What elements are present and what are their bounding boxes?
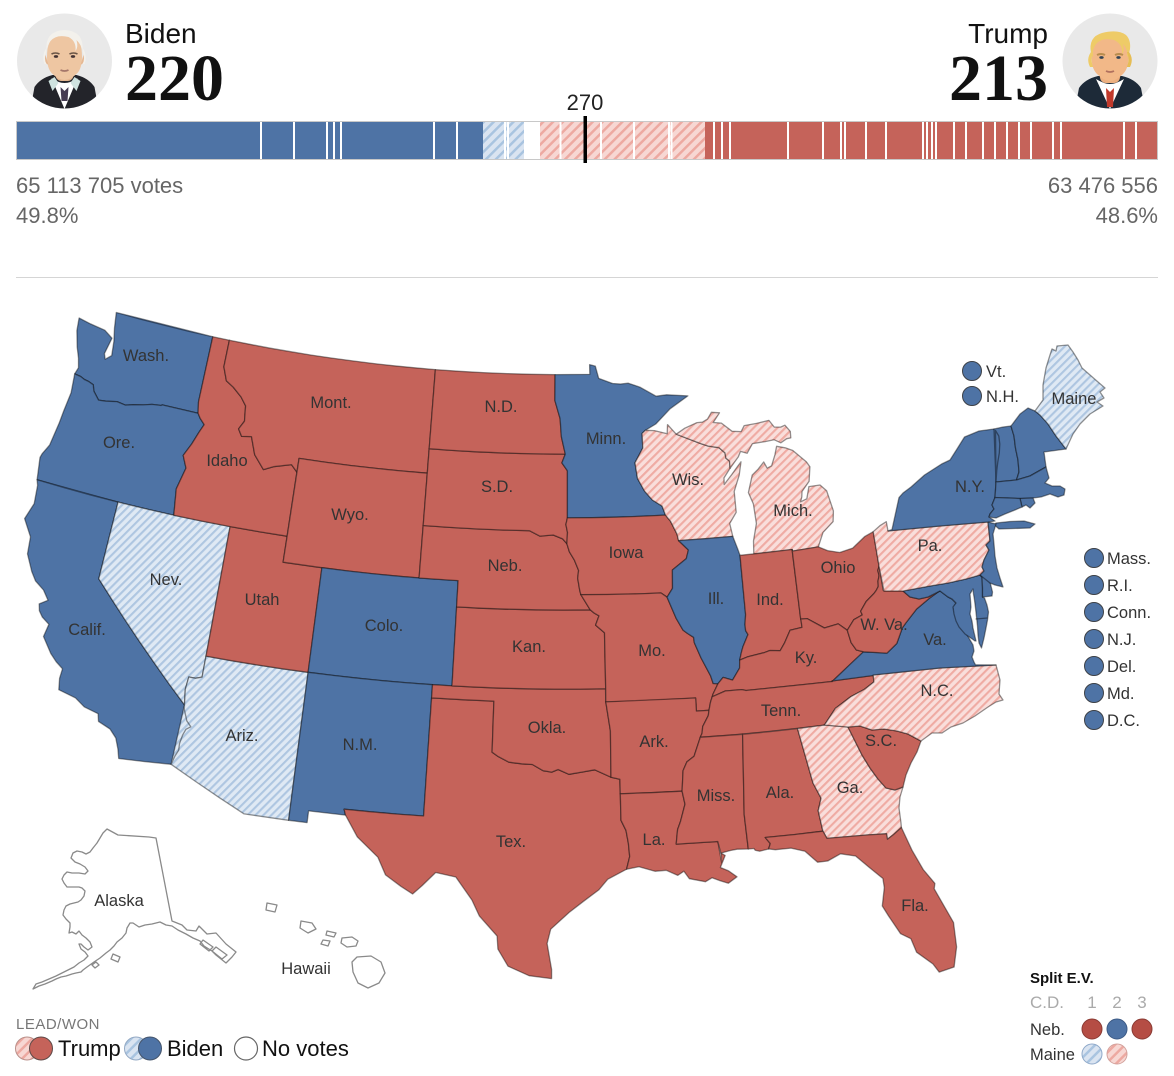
svg-text:Vt.: Vt. bbox=[986, 363, 1006, 381]
svg-text:Ore.: Ore. bbox=[103, 434, 135, 452]
svg-text:2: 2 bbox=[1112, 993, 1121, 1012]
svg-text:N.M.: N.M. bbox=[343, 736, 378, 754]
svg-text:Ky.: Ky. bbox=[795, 649, 818, 667]
svg-text:Biden: Biden bbox=[125, 18, 197, 49]
svg-text:Neb.: Neb. bbox=[1030, 1021, 1065, 1039]
svg-text:Ala.: Ala. bbox=[766, 784, 794, 802]
svg-text:Maine: Maine bbox=[1052, 390, 1097, 408]
svg-text:Wash.: Wash. bbox=[123, 347, 169, 365]
svg-text:Mont.: Mont. bbox=[310, 394, 351, 412]
svg-text:Utah: Utah bbox=[245, 591, 280, 609]
svg-text:C.D.: C.D. bbox=[1030, 993, 1064, 1012]
svg-text:N.C.: N.C. bbox=[921, 682, 954, 700]
svg-text:Tex.: Tex. bbox=[496, 833, 526, 851]
svg-text:Calif.: Calif. bbox=[68, 621, 106, 639]
svg-text:Colo.: Colo. bbox=[365, 617, 404, 635]
svg-text:3: 3 bbox=[1137, 993, 1146, 1012]
svg-text:D.C.: D.C. bbox=[1107, 712, 1140, 730]
svg-text:Miss.: Miss. bbox=[697, 787, 736, 805]
svg-text:213: 213 bbox=[949, 42, 1048, 115]
svg-text:W. Va.: W. Va. bbox=[860, 616, 907, 634]
svg-text:Mass.: Mass. bbox=[1107, 550, 1151, 568]
svg-text:Ohio: Ohio bbox=[821, 559, 856, 577]
svg-text:48.6%: 48.6% bbox=[1096, 203, 1158, 228]
svg-text:Maine: Maine bbox=[1030, 1046, 1075, 1064]
svg-text:S.C.: S.C. bbox=[865, 732, 897, 750]
svg-text:Conn.: Conn. bbox=[1107, 604, 1151, 622]
svg-text:N.D.: N.D. bbox=[485, 398, 518, 416]
svg-text:Md.: Md. bbox=[1107, 685, 1135, 703]
svg-text:63 476 556: 63 476 556 bbox=[1048, 173, 1158, 198]
svg-text:Neb.: Neb. bbox=[488, 557, 523, 575]
svg-text:Ind.: Ind. bbox=[756, 591, 784, 609]
svg-text:1: 1 bbox=[1087, 993, 1096, 1012]
svg-text:Biden: Biden bbox=[167, 1036, 223, 1061]
svg-text:Okla.: Okla. bbox=[528, 719, 567, 737]
svg-text:Del.: Del. bbox=[1107, 658, 1136, 676]
svg-text:Iowa: Iowa bbox=[609, 544, 645, 562]
svg-text:Wyo.: Wyo. bbox=[331, 506, 368, 524]
svg-text:Trump: Trump bbox=[968, 18, 1048, 49]
svg-text:Hawaii: Hawaii bbox=[281, 960, 331, 978]
svg-text:Alaska: Alaska bbox=[94, 892, 144, 910]
svg-text:Kan.: Kan. bbox=[512, 638, 546, 656]
svg-text:Mo.: Mo. bbox=[638, 642, 666, 660]
svg-text:Nev.: Nev. bbox=[150, 571, 183, 589]
svg-text:Trump: Trump bbox=[58, 1036, 121, 1061]
svg-text:Fla.: Fla. bbox=[901, 897, 929, 915]
svg-text:N.H.: N.H. bbox=[986, 388, 1019, 406]
svg-text:Minn.: Minn. bbox=[586, 430, 626, 448]
svg-text:Ariz.: Ariz. bbox=[226, 727, 259, 745]
svg-text:Split E.V.: Split E.V. bbox=[1030, 970, 1094, 987]
svg-text:Ill.: Ill. bbox=[708, 590, 725, 608]
svg-text:Pa.: Pa. bbox=[918, 537, 943, 555]
svg-text:S.D.: S.D. bbox=[481, 478, 513, 496]
svg-text:LEAD/WON: LEAD/WON bbox=[16, 1016, 100, 1033]
svg-text:Idaho: Idaho bbox=[206, 452, 247, 470]
svg-text:Mich.: Mich. bbox=[773, 502, 812, 520]
svg-text:65 113 705 votes: 65 113 705 votes bbox=[16, 173, 183, 198]
svg-text:La.: La. bbox=[643, 831, 666, 849]
svg-text:N.Y.: N.Y. bbox=[955, 478, 985, 496]
svg-text:Ark.: Ark. bbox=[639, 733, 668, 751]
svg-text:270: 270 bbox=[567, 90, 604, 115]
svg-text:220: 220 bbox=[125, 42, 224, 115]
svg-text:N.J.: N.J. bbox=[1107, 631, 1136, 649]
svg-text:Va.: Va. bbox=[923, 631, 947, 649]
svg-text:No votes: No votes bbox=[262, 1036, 349, 1061]
svg-text:Ga.: Ga. bbox=[837, 779, 864, 797]
svg-text:Tenn.: Tenn. bbox=[761, 702, 801, 720]
svg-text:49.8%: 49.8% bbox=[16, 203, 78, 228]
svg-text:R.I.: R.I. bbox=[1107, 577, 1133, 595]
svg-text:Wis.: Wis. bbox=[672, 471, 704, 489]
